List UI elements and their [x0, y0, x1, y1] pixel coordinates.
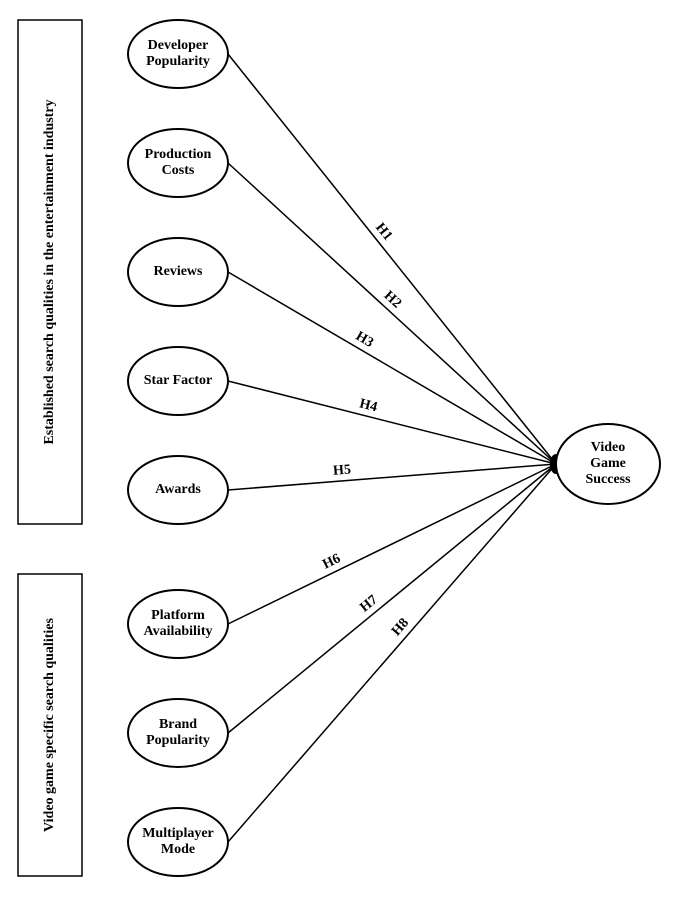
node-developer-popularity-label-line-0: Developer	[148, 38, 209, 53]
node-production-costs-label-line-0: Production	[145, 147, 212, 162]
edge-h8	[228, 464, 556, 842]
node-reviews-label-line-0: Reviews	[154, 264, 204, 279]
node-platform-availability-label-line-1: Availability	[144, 624, 213, 639]
node-production-costs: ProductionCosts	[128, 129, 228, 197]
node-multiplayer-mode-label-line-1: Mode	[161, 842, 195, 857]
edge-label-h5: H5	[332, 462, 351, 478]
edge-label-h8: H8	[389, 616, 412, 639]
node-awards: Awards	[128, 456, 228, 524]
edge-label-h4: H4	[358, 396, 379, 415]
edge-h5	[228, 464, 556, 490]
node-video-game-success: VideoGameSuccess	[556, 424, 660, 504]
edge-label-h2: H2	[381, 288, 404, 311]
node-multiplayer-mode: MultiplayerMode	[128, 808, 228, 876]
edge-label-h1: H1	[372, 220, 395, 243]
edge-label-h7: H7	[357, 593, 380, 616]
videogame-specific-qualities: Video game specific search qualities	[18, 574, 82, 876]
node-video-game-success-label-line-1: Game	[590, 456, 626, 471]
node-developer-popularity: DeveloperPopularity	[128, 20, 228, 88]
node-developer-popularity-label-line-1: Popularity	[146, 54, 210, 69]
node-star-factor-label-line-0: Star Factor	[144, 373, 213, 388]
edge-h2	[228, 163, 556, 464]
node-video-game-success-label-line-0: Video	[591, 440, 625, 455]
node-platform-availability-label-line-0: Platform	[151, 608, 205, 623]
node-brand-popularity-label-line-0: Brand	[159, 717, 197, 732]
edge-h6	[228, 464, 556, 624]
node-star-factor: Star Factor	[128, 347, 228, 415]
edge-h4	[228, 381, 556, 464]
node-platform-availability: PlatformAvailability	[128, 590, 228, 658]
node-multiplayer-mode-label-line-0: Multiplayer	[142, 826, 214, 841]
established-qualities: Established search qualities in the ente…	[18, 20, 82, 524]
node-brand-popularity: BrandPopularity	[128, 699, 228, 767]
node-production-costs-label-line-1: Costs	[162, 163, 195, 178]
videogame-specific-qualities-label: Video game specific search qualities	[42, 618, 57, 832]
established-qualities-label: Established search qualities in the ente…	[42, 99, 57, 444]
node-awards-label-line-0: Awards	[155, 482, 201, 497]
edge-h7	[228, 464, 556, 733]
node-reviews: Reviews	[128, 238, 228, 306]
edge-h1	[228, 54, 556, 464]
node-brand-popularity-label-line-1: Popularity	[146, 733, 210, 748]
node-video-game-success-label-line-2: Success	[585, 472, 631, 487]
